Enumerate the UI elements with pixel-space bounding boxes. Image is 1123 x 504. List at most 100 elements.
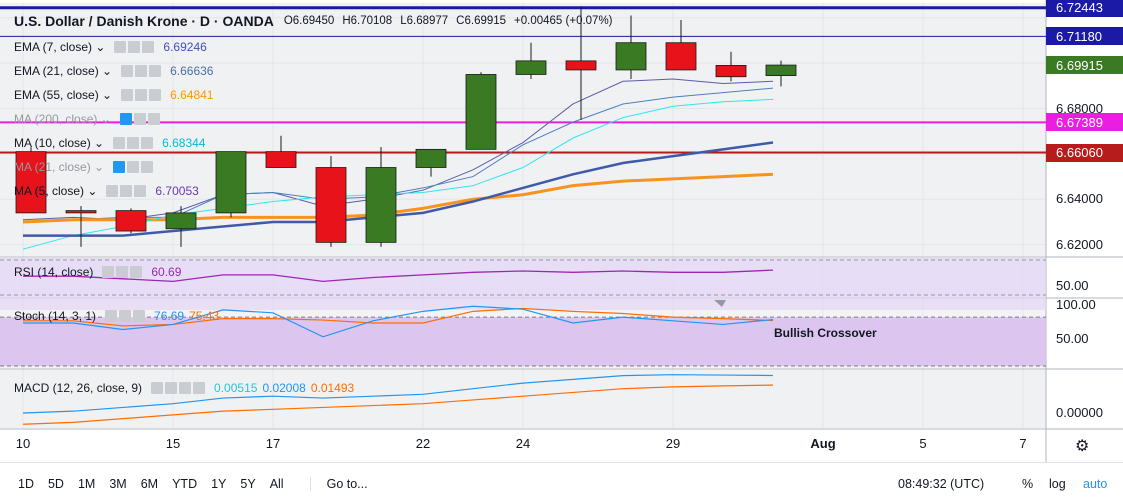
legend-label: EMA (7, close) ⌄ xyxy=(14,40,106,54)
price-label-0: 6.72443 xyxy=(1046,0,1123,17)
range-button-ytd[interactable]: YTD xyxy=(172,476,198,491)
macd-label: MACD (12, 26, close, 9) xyxy=(14,381,143,395)
legend-label: MA (10, close) ⌄ xyxy=(14,136,105,150)
legend-row-3[interactable]: MA (200, close) ⌄ xyxy=(14,112,169,126)
legend-controls[interactable] xyxy=(113,161,154,173)
legend-label: MA (5, close) ⌄ xyxy=(14,184,98,198)
high-value: H6.70108 xyxy=(342,15,393,27)
ma-line-4 xyxy=(23,141,774,237)
bottom-toolbar: 1D 5D 1M 3M 6M YTD 1Y 5Y All Go to... 08:49:32 (… xyxy=(0,462,1123,504)
range-button-6m[interactable]: 6M xyxy=(140,476,159,491)
legend-value: 6.68344 xyxy=(162,136,206,150)
price-tick-3: 6.62000 xyxy=(1056,236,1103,252)
price-tick-0: 6.68000 xyxy=(1056,100,1103,116)
legend-controls[interactable] xyxy=(121,65,162,77)
ma-line-2 xyxy=(22,172,774,224)
stoch-axis-tick-1: 50.00 xyxy=(1056,330,1089,346)
legend-label: EMA (55, close) ⌄ xyxy=(14,88,113,102)
legend-value: 6.64841 xyxy=(170,88,214,102)
goto-button[interactable]: Go to... xyxy=(309,476,368,491)
macd-controls[interactable] xyxy=(151,382,206,394)
rsi-axis-tick: 50.00 xyxy=(1056,278,1089,293)
range-button-1m[interactable]: 1M xyxy=(77,476,96,491)
candle-body-5 xyxy=(265,151,297,168)
range-button-1y[interactable]: 1Y xyxy=(211,476,227,491)
time-tick-2: 17 xyxy=(265,436,281,451)
candle-body-9 xyxy=(465,74,497,150)
rsi-legend[interactable]: RSI (14, close) 60.69 xyxy=(14,265,181,279)
bullish-crossover-annotation[interactable]: Bullish Crossover xyxy=(774,326,877,340)
macd-line xyxy=(22,374,774,414)
macd-signal-line xyxy=(22,384,774,425)
macd-legend[interactable]: MACD (12, 26, close, 9) 0.00515 0.02008 … xyxy=(14,381,354,395)
candle-body-11 xyxy=(565,60,597,71)
legend-row-2[interactable]: EMA (55, close) ⌄ 6.64841 xyxy=(14,88,213,102)
legend-row-5[interactable]: MA (21, close) ⌄ xyxy=(14,160,162,174)
range-button-1d[interactable]: 1D xyxy=(18,476,34,491)
rsi-band xyxy=(0,258,1046,310)
price-label-2: 6.69915 xyxy=(1046,56,1123,75)
log-toggle[interactable]: log xyxy=(1049,476,1066,491)
settings-gear-icon[interactable]: ⚙ xyxy=(1075,438,1090,455)
auto-toggle[interactable]: auto xyxy=(1083,476,1108,491)
symbol-title[interactable]: U.S. Dollar / Danish Krone · D · OANDA xyxy=(14,13,274,29)
legend-value: 6.66636 xyxy=(170,64,214,78)
utc-clock[interactable]: 08:49:32 (UTC) xyxy=(898,476,985,491)
change-value: +0.00465 (+0.07%) xyxy=(514,15,613,27)
time-tick-7: 5 xyxy=(919,436,927,451)
candle-body-0 xyxy=(15,151,47,214)
legend-row-0[interactable]: EMA (7, close) ⌄ 6.69246 xyxy=(14,40,207,54)
price-label-1: 6.71180 xyxy=(1046,27,1123,46)
candle-body-10 xyxy=(515,60,547,75)
stoch-k-value: 76.69 xyxy=(154,309,185,323)
legend-value: 6.70053 xyxy=(155,184,199,198)
stoch-axis-tick-0: 100.00 xyxy=(1056,296,1096,312)
price-label-3: 6.67389 xyxy=(1046,113,1123,132)
legend-controls[interactable] xyxy=(114,41,155,53)
rsi-value: 60.69 xyxy=(151,265,182,279)
legend-controls[interactable] xyxy=(119,113,160,125)
range-button-5d[interactable]: 5D xyxy=(47,476,64,491)
percent-toggle[interactable]: % xyxy=(1022,476,1034,491)
macd-signal-value: 0.01493 xyxy=(310,381,355,395)
time-tick-8: 7 xyxy=(1019,436,1027,451)
time-tick-0: 10 xyxy=(15,436,31,451)
legend-row-4[interactable]: MA (10, close) ⌄ 6.68344 xyxy=(14,136,205,150)
time-tick-5: 29 xyxy=(665,436,681,451)
range-button-all[interactable]: All xyxy=(269,476,284,491)
macd-line-value: 0.02008 xyxy=(262,381,306,395)
rsi-controls[interactable] xyxy=(102,266,143,278)
range-buttons: 1D 5D 1M 3M 6M YTD 1Y 5Y All xyxy=(18,477,284,491)
price-label-4: 6.66060 xyxy=(1046,143,1123,162)
candle-body-3 xyxy=(165,212,197,230)
ma-line-0 xyxy=(22,78,774,221)
ohlc-readout: O6.69450 H6.70108 L6.68977 C6.69915 +0.0… xyxy=(284,15,613,27)
legend-row-6[interactable]: MA (5, close) ⌄ 6.70053 xyxy=(14,184,199,198)
candle-body-12 xyxy=(615,42,647,71)
stoch-k-line xyxy=(23,305,774,338)
ma-line-1 xyxy=(22,87,774,223)
legend-controls[interactable] xyxy=(121,89,162,101)
legend-row-1[interactable]: EMA (21, close) ⌄ 6.66636 xyxy=(14,64,213,78)
annotation-pointer-icon xyxy=(714,300,726,307)
low-value: L6.68977 xyxy=(400,15,449,27)
legend-controls[interactable] xyxy=(113,137,154,149)
candle-body-2 xyxy=(115,210,147,232)
close-value: C6.69915 xyxy=(456,15,507,27)
rsi-label: RSI (14, close) xyxy=(14,265,94,279)
legend-controls[interactable] xyxy=(106,185,147,197)
legend-label: MA (21, close) ⌄ xyxy=(14,160,105,174)
time-tick-1: 15 xyxy=(165,436,181,451)
macd-axis-tick: 0.00000 xyxy=(1056,405,1103,421)
candle-body-8 xyxy=(415,148,447,168)
candle-body-13 xyxy=(665,42,697,71)
stoch-legend[interactable]: Stoch (14, 3, 1) 76.69 75.43 xyxy=(14,309,219,323)
range-button-3m[interactable]: 3M xyxy=(109,476,127,491)
range-button-5y[interactable]: 5Y xyxy=(240,476,256,491)
stoch-label: Stoch (14, 3, 1) xyxy=(14,309,97,323)
stoch-controls[interactable] xyxy=(105,310,146,322)
candle-body-1 xyxy=(65,210,97,214)
candle-body-7 xyxy=(365,167,397,243)
